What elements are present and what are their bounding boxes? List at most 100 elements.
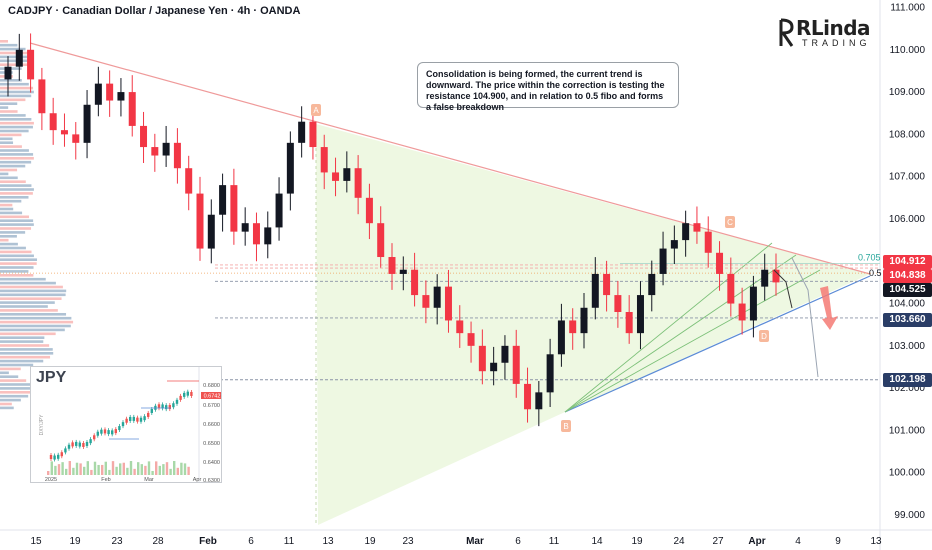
candle-body: [433, 286, 441, 308]
inset-candle: [150, 409, 153, 414]
volume-profile-bar: [0, 250, 32, 254]
volume-profile-bar: [0, 63, 29, 66]
price-badge: 104.525: [883, 283, 932, 297]
candle-body: [727, 273, 735, 304]
price-badge: 104.838: [883, 269, 932, 283]
inset-price-tick: 0.6600: [203, 422, 220, 428]
time-tick: 4: [795, 536, 801, 547]
inset-candle: [89, 439, 92, 444]
time-tick: 19: [631, 536, 643, 547]
volume-profile-bar: [0, 51, 32, 55]
volume-profile-bar: [0, 379, 27, 382]
projection-arrow: [773, 269, 793, 309]
candle-body: [490, 362, 498, 372]
consolidation-zone: [316, 124, 870, 525]
resistance-trendline: [29, 42, 871, 275]
time-tick: Mar: [466, 536, 484, 547]
volume-profile-bar: [0, 47, 26, 51]
inset-candle: [67, 444, 71, 449]
volume-profile-bar: [0, 192, 33, 195]
volume-profile-bar: [0, 199, 22, 203]
candle-body: [411, 269, 419, 296]
candle-body: [264, 227, 272, 245]
inset-candle: [121, 422, 125, 427]
inset-title: JPY: [36, 369, 67, 386]
volume-profile-bar: [0, 118, 32, 121]
volume-profile-bar: [0, 281, 56, 285]
volume-profile-bar: [0, 344, 50, 347]
candle-body: [444, 286, 452, 321]
candle-body: [716, 252, 724, 274]
time-tick: 28: [152, 536, 164, 547]
candle-body: [648, 273, 656, 296]
fan-line: [564, 269, 821, 413]
candle-body: [388, 257, 396, 274]
volume-profile-bar: [0, 231, 26, 234]
volume-profile-bar: [0, 332, 56, 336]
candle-body: [365, 197, 373, 224]
inset-volume-bar: [101, 464, 104, 475]
inset-candle: [82, 442, 85, 447]
time-tick: 11: [284, 536, 295, 547]
candle-body: [377, 223, 385, 258]
candle-body: [252, 223, 260, 245]
wave-label-b: B: [563, 422, 568, 431]
inset-volume-bar: [108, 469, 111, 475]
inset-price-tick: 0.6400: [203, 460, 220, 466]
inset-candle: [179, 395, 182, 400]
wave-label-bg: [561, 420, 571, 432]
volume-profile-bar: [0, 398, 21, 402]
price-tick: 103.000: [889, 341, 926, 352]
volume-profile-bar: [0, 219, 34, 222]
candle-body: [456, 320, 464, 334]
time-tick: 27: [712, 536, 724, 547]
inset-candle: [168, 405, 171, 410]
volume-profile-bar: [0, 324, 71, 328]
inset-volume-bar: [111, 461, 115, 475]
volume-profile-bar: [0, 254, 34, 258]
volume-profile-bar: [0, 211, 23, 215]
candle-body: [467, 333, 475, 346]
volume-profile-bar: [0, 394, 29, 398]
candle-body: [682, 223, 690, 241]
price-badge: 104.912: [883, 255, 932, 269]
inset-candle: [190, 391, 193, 396]
price-tick: 107.000: [889, 172, 926, 183]
candle-body: [106, 83, 114, 101]
candle-body: [275, 193, 283, 228]
inset-volume-bar: [68, 461, 71, 475]
volume-profile-bar: [0, 168, 18, 172]
inset-volume-bar: [133, 468, 136, 475]
volume-profile-bar: [0, 316, 72, 320]
inset-candle: [157, 404, 161, 409]
inset-volume-bar: [140, 464, 143, 475]
brand-logo: RLinda TRADING: [778, 16, 871, 56]
inset-candle: [186, 391, 189, 396]
price-tick: 110.000: [890, 45, 926, 56]
inset-volume-bar: [129, 461, 133, 475]
inset-volume-bar: [180, 462, 183, 475]
inset-candle: [161, 404, 164, 409]
inset-candle: [111, 430, 114, 435]
inset-volume-bar: [122, 462, 125, 475]
volume-profile-bar: [0, 106, 9, 109]
wave-label-d: D: [761, 332, 767, 341]
candle-body: [128, 92, 136, 126]
candle-body: [636, 295, 644, 334]
inset-candle: [103, 429, 107, 434]
candle-body: [399, 269, 407, 274]
inset-candle: [147, 412, 150, 417]
inset-volume-bar: [144, 465, 147, 475]
inset-volume-bar: [86, 461, 89, 475]
candle-body: [603, 273, 611, 296]
time-tick: 6: [248, 536, 254, 547]
candle-body: [27, 49, 35, 80]
candle-body: [185, 168, 193, 194]
volume-profile-bar: [0, 352, 54, 355]
annotation-callout[interactable]: Consolidation is being formed, the curre…: [417, 62, 679, 112]
volume-profile-bar: [0, 348, 53, 351]
time-tick: 6: [515, 536, 521, 547]
volume-profile-bar: [0, 289, 67, 293]
inset-volume-bar: [104, 461, 107, 475]
